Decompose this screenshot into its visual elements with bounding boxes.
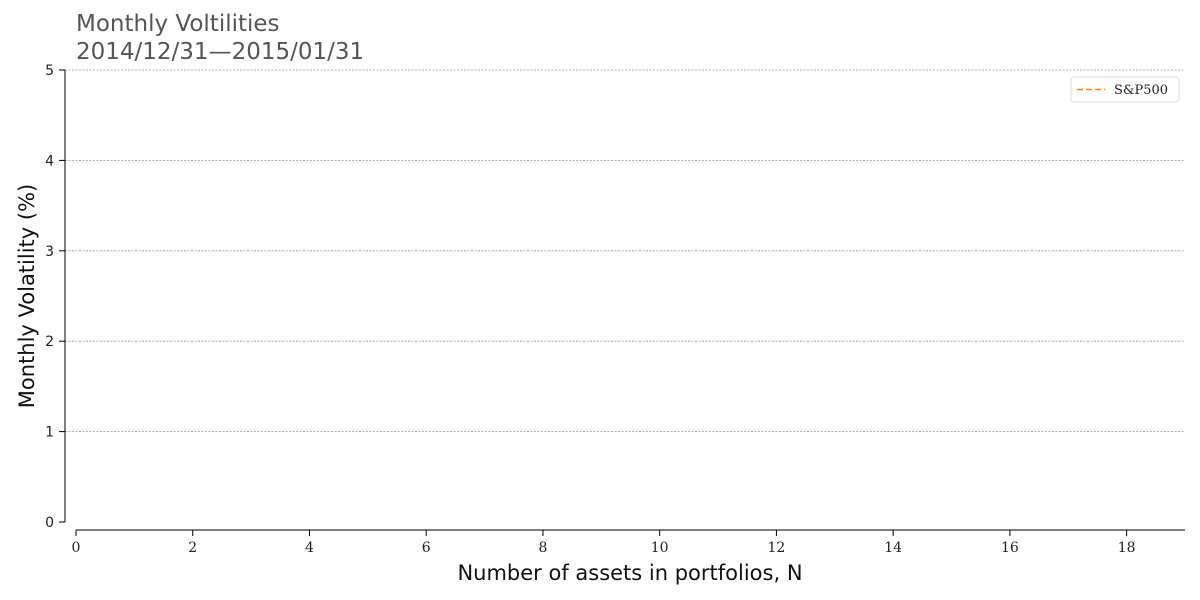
legend-label-sp500: S&P500 [1114,83,1168,98]
x-tick-label: 0 [72,540,81,556]
x-ticks: 0 2 4 6 8 10 12 14 16 18 [72,530,1136,556]
chart-subtitle: 2014/12/31—2015/01/31 [76,39,365,65]
y-tick-label: 3 [45,244,54,260]
x-axis-label: Number of assets in portfolios, N [457,561,802,585]
chart-title: Monthly Voltilities [76,11,280,37]
x-tick-label: 2 [188,540,197,556]
x-tick-label: 10 [651,540,669,556]
x-tick-label: 18 [1118,540,1136,556]
y-tick-label: 2 [45,334,54,350]
x-tick-label: 4 [305,540,314,556]
y-tick-label: 5 [45,63,54,79]
grid-lines [65,69,1185,433]
y-tick-label: 0 [45,515,54,531]
y-tick-label: 1 [45,425,54,441]
legend-box [1070,76,1180,103]
y-tick-label: 4 [45,153,54,169]
chart-title-block: Monthly Voltilities 2014/12/31—2015/01/3… [76,10,364,66]
axes [64,70,1185,531]
y-ticks: 0 1 2 3 4 5 [45,63,65,531]
x-tick-label: 12 [768,540,786,556]
x-tick-label: 6 [422,540,431,556]
x-tick-label: 8 [538,540,547,556]
legend: S&P500 [1070,76,1180,103]
x-tick-label: 14 [884,540,902,556]
y-axis-label: Monthly Volatility (%) [15,184,39,408]
x-tick-label: 16 [1001,540,1019,556]
